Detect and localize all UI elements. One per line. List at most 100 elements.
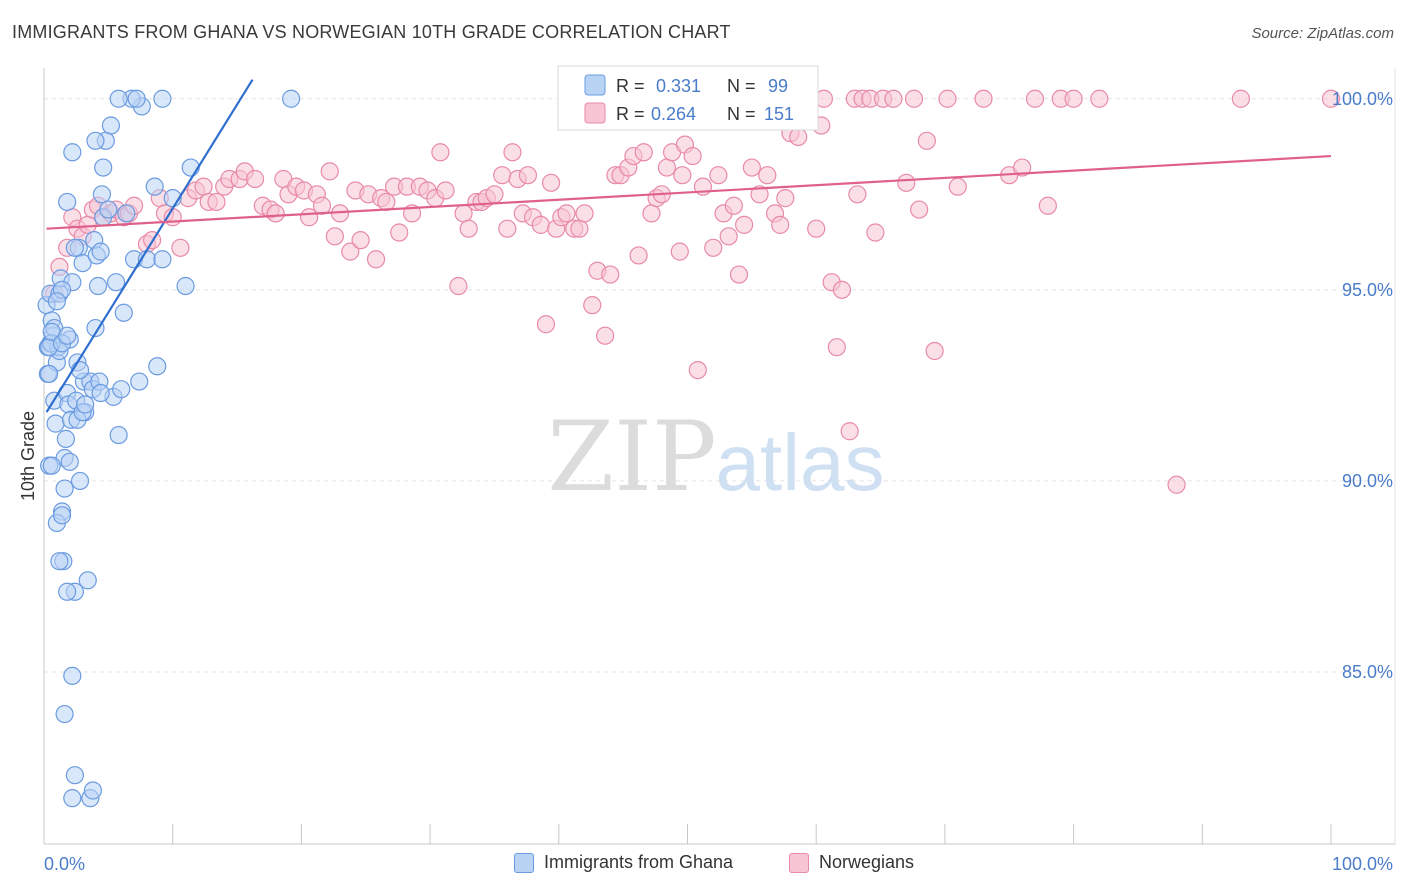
ghana-point bbox=[76, 395, 95, 414]
norwegian-point bbox=[320, 162, 339, 181]
norwegian-point bbox=[266, 204, 285, 223]
norwegian-point bbox=[974, 89, 993, 108]
legend-r-label-1: R = bbox=[616, 76, 645, 96]
norwegian-point bbox=[601, 265, 620, 284]
ghana-point bbox=[130, 372, 149, 391]
norwegian-point bbox=[557, 204, 576, 223]
ghana-point bbox=[58, 192, 77, 212]
norwegian-point bbox=[897, 173, 916, 192]
norwegian-point bbox=[341, 242, 360, 261]
norwegian-point bbox=[910, 200, 929, 219]
norwegian-point bbox=[917, 131, 936, 150]
legend-swatch-blue bbox=[584, 74, 606, 96]
norwegian-point bbox=[194, 177, 213, 196]
norwegian-point bbox=[742, 158, 761, 177]
norwegian-point bbox=[1167, 475, 1186, 494]
norwegian-point bbox=[688, 360, 707, 380]
norwegian-point bbox=[840, 422, 859, 441]
ghana-point bbox=[63, 143, 82, 162]
ghana-point bbox=[40, 364, 59, 384]
ghana-point bbox=[117, 204, 136, 223]
norwegian-point bbox=[776, 189, 795, 208]
norwegian-point bbox=[1090, 89, 1109, 108]
y-tick-label: 95.0% bbox=[1342, 280, 1393, 300]
norwegian-point bbox=[719, 227, 738, 246]
norwegian-point bbox=[1025, 89, 1045, 108]
ghana-point bbox=[47, 292, 66, 311]
norwegian-point bbox=[771, 215, 790, 234]
ghana-point bbox=[63, 789, 82, 808]
ghana-point bbox=[58, 326, 77, 345]
watermark: ZIP atlas bbox=[547, 401, 884, 513]
norwegian-point bbox=[1013, 158, 1032, 177]
norwegian-point bbox=[948, 177, 967, 196]
legend-swatch-pink bbox=[584, 102, 606, 124]
ghana-point bbox=[101, 116, 121, 135]
ghana-point bbox=[52, 506, 72, 525]
data-points bbox=[37, 89, 1341, 808]
ghana-point bbox=[70, 360, 90, 380]
watermark-atlas: atlas bbox=[716, 418, 885, 507]
norwegian-point bbox=[575, 204, 594, 223]
norwegian-point bbox=[832, 280, 852, 299]
norwegian-point bbox=[583, 296, 602, 315]
legend-r-label-2: R = bbox=[616, 104, 645, 124]
ghana-point bbox=[78, 571, 97, 590]
norwegian-point bbox=[366, 250, 386, 269]
norwegian-trend-line bbox=[46, 154, 1332, 230]
norwegian-point bbox=[312, 196, 332, 215]
legend-swatch-ghana bbox=[514, 852, 534, 873]
ghana-point bbox=[99, 200, 118, 219]
legend-r-value-1: 0.331 bbox=[656, 76, 701, 96]
legend-item-ghana: Immigrants from Ghana bbox=[514, 852, 733, 873]
norwegian-point bbox=[78, 215, 97, 234]
ghana-point bbox=[148, 357, 167, 376]
norwegian-point bbox=[171, 238, 190, 257]
ghana-point bbox=[94, 158, 113, 177]
ghana-point bbox=[153, 250, 172, 269]
chart-title: IMMIGRANTS FROM GHANA VS NORWEGIAN 10TH … bbox=[12, 22, 731, 42]
norwegian-point bbox=[503, 143, 522, 162]
norwegian-point bbox=[729, 265, 749, 284]
legend-n-label-2: N = bbox=[727, 104, 756, 124]
legend-n-value-1: 99 bbox=[768, 76, 788, 96]
ghana-point bbox=[55, 479, 74, 498]
ghana-point bbox=[83, 781, 103, 800]
norwegian-point bbox=[325, 227, 344, 246]
norwegian-point bbox=[449, 276, 468, 296]
y-tick-label: 100.0% bbox=[1332, 89, 1393, 109]
x-tick-label-min: 0.0% bbox=[44, 854, 85, 874]
norwegian-point bbox=[377, 192, 396, 212]
ghana-point bbox=[145, 177, 164, 196]
norwegian-point bbox=[459, 219, 478, 238]
norwegian-point bbox=[724, 196, 743, 215]
norwegian-point bbox=[351, 231, 370, 250]
ghana-point bbox=[176, 276, 195, 296]
norwegian-point bbox=[670, 242, 689, 261]
legend-label-ghana: Immigrants from Ghana bbox=[544, 852, 734, 872]
ghana-point bbox=[65, 238, 84, 257]
norwegian-point bbox=[866, 223, 885, 242]
ghana-point bbox=[114, 303, 133, 322]
x-tick-label-max: 100.0% bbox=[1332, 854, 1393, 874]
norwegian-point bbox=[735, 215, 754, 234]
norwegian-point bbox=[750, 185, 769, 204]
y-tick-label: 90.0% bbox=[1342, 471, 1393, 491]
ghana-point bbox=[109, 89, 128, 108]
ghana-point bbox=[58, 582, 77, 601]
legend-item-norwegians: Norwegians bbox=[789, 852, 914, 873]
legend-r-value-2: 0.264 bbox=[651, 104, 696, 124]
norwegian-point bbox=[541, 173, 561, 192]
ghana-point bbox=[46, 414, 65, 433]
norwegian-point bbox=[827, 338, 846, 357]
ghana-point bbox=[73, 253, 92, 273]
tick-labels: 85.0% 90.0% 95.0% 100.0% 0.0% 100.0% bbox=[44, 89, 1393, 874]
norwegian-point bbox=[925, 341, 944, 361]
norwegian-point bbox=[807, 219, 826, 238]
norwegian-point bbox=[596, 326, 615, 345]
legend-stats: R = 0.331 N = 99 R = 0.264 N = 151 bbox=[557, 65, 819, 131]
norwegian-point bbox=[207, 192, 226, 212]
norwegian-point bbox=[536, 315, 556, 334]
norwegian-point bbox=[709, 166, 728, 185]
